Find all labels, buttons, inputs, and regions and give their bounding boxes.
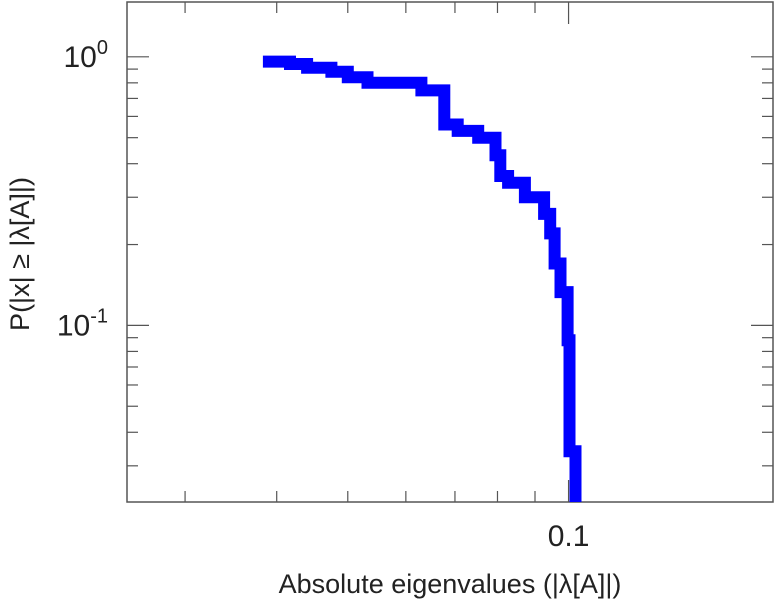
y-axis-label: P(|x| ≥ |λ[A]|) — [5, 177, 35, 331]
series-line — [262, 55, 582, 502]
x-axis-ticks: 0.1 — [184, 2, 590, 553]
y-axis-ticks: 100 10-1 — [57, 37, 773, 467]
x-axis-label: Absolute eigenvalues (|λ[A]|) — [279, 569, 622, 599]
plot-frame — [126, 1, 774, 503]
y-tick-label: 100 — [64, 37, 109, 74]
series-layer — [262, 55, 582, 502]
y-tick-label: 10-1 — [57, 305, 108, 342]
x-tick-label: 0.1 — [548, 520, 590, 553]
